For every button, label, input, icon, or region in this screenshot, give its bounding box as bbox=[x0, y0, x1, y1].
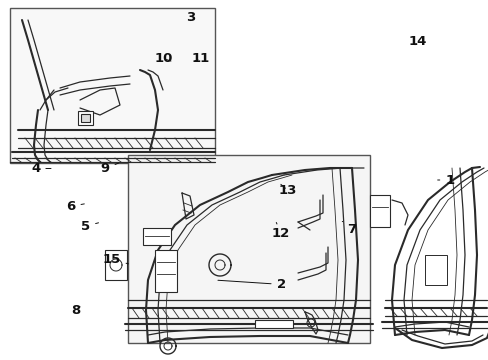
Bar bbox=[369, 195, 389, 227]
Bar bbox=[155, 250, 177, 292]
Bar bbox=[254, 320, 292, 328]
Text: 1: 1 bbox=[437, 174, 453, 186]
Bar bbox=[10, 8, 215, 163]
Text: 15: 15 bbox=[102, 253, 128, 266]
Bar bbox=[78, 111, 93, 125]
Text: 6: 6 bbox=[66, 200, 84, 213]
Text: 11: 11 bbox=[191, 52, 209, 65]
Text: 5: 5 bbox=[81, 220, 98, 233]
Bar bbox=[81, 114, 90, 122]
Text: 7: 7 bbox=[342, 221, 356, 236]
Text: 4: 4 bbox=[31, 162, 51, 175]
Bar bbox=[142, 228, 171, 245]
Text: 2: 2 bbox=[218, 278, 285, 291]
Text: 10: 10 bbox=[154, 52, 173, 65]
Bar bbox=[128, 155, 369, 343]
Text: 13: 13 bbox=[278, 184, 296, 197]
Text: 9: 9 bbox=[101, 162, 119, 175]
Text: 12: 12 bbox=[271, 222, 290, 240]
Text: 3: 3 bbox=[186, 11, 195, 24]
Text: 14: 14 bbox=[408, 35, 427, 48]
Bar bbox=[105, 250, 127, 280]
Text: 8: 8 bbox=[71, 304, 80, 317]
Bar bbox=[424, 255, 446, 285]
